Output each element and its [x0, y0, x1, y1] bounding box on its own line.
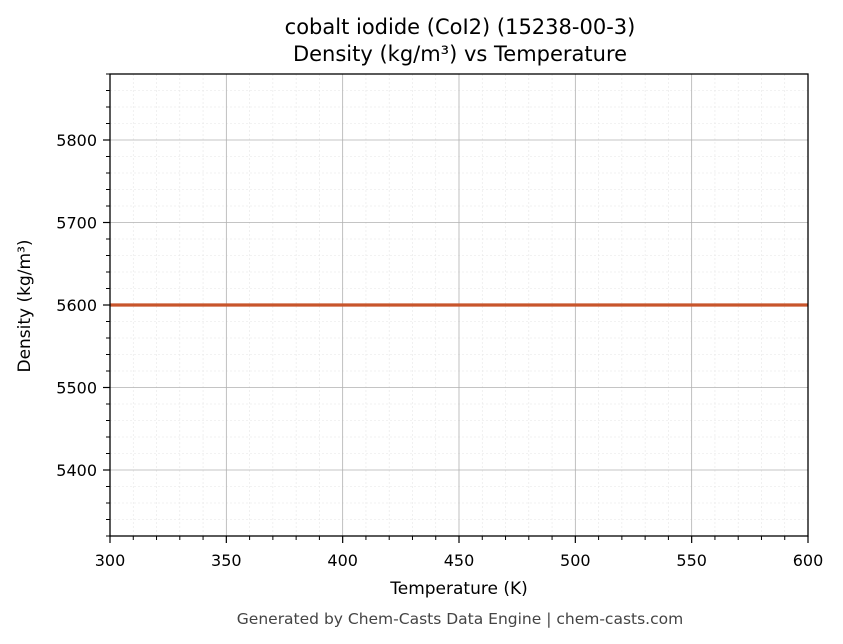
y-tick-label: 5500	[56, 379, 97, 398]
x-tick-label: 300	[95, 551, 126, 570]
y-tick-label: 5600	[56, 296, 97, 315]
x-tick-label: 500	[560, 551, 591, 570]
y-tick-label: 5700	[56, 214, 97, 233]
x-tick-label: 600	[793, 551, 824, 570]
y-tick-label: 5800	[56, 131, 97, 150]
chart-subtitle: Density (kg/m³) vs Temperature	[293, 42, 627, 66]
x-tick-label: 350	[211, 551, 242, 570]
x-axis-label: Temperature (K)	[389, 579, 528, 599]
chart-title: cobalt iodide (CoI2) (15238-00-3)	[285, 15, 636, 39]
axis-ticks: 300 350 400 450 500 550 600 5400 5500 5600 5700 580…	[56, 73, 824, 570]
footer-credit: Generated by Chem-Casts Data Engine | ch…	[237, 610, 683, 628]
x-tick-label: 550	[676, 551, 707, 570]
y-axis-label: Density (kg/m³)	[15, 239, 35, 372]
y-tick-label: 5400	[56, 461, 97, 480]
x-tick-label: 450	[444, 551, 475, 570]
x-tick-label: 400	[327, 551, 358, 570]
